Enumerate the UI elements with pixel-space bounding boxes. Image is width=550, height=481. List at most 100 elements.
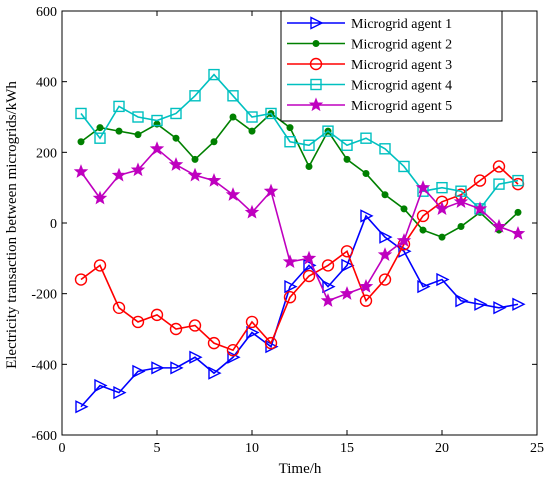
series-4-point [265, 107, 277, 120]
series-1-point [303, 258, 317, 273]
series-2-point [77, 138, 85, 146]
series-5-point [282, 254, 298, 269]
y-tick-label: -600 [31, 429, 57, 444]
series-3-point [264, 336, 278, 350]
series-2-point [514, 208, 522, 216]
legend-label: Microgrid agent 5 [351, 99, 452, 114]
series-1-point [75, 400, 89, 414]
series-3-point [188, 319, 202, 332]
series-4-point [227, 90, 239, 102]
series-3-point [321, 259, 335, 272]
series-4-point [94, 132, 106, 144]
x-axis-label: Time/h [279, 461, 322, 477]
series-5-point [453, 194, 469, 208]
y-tick-label: -400 [31, 358, 57, 373]
series-1-point [208, 366, 222, 380]
series-4-point [75, 107, 87, 120]
series-2-point [115, 127, 123, 135]
series-4-point [170, 107, 182, 120]
x-tick-label: 5 [154, 441, 161, 456]
series-3-point [112, 301, 126, 314]
legend-label: Microgrid agent 3 [351, 58, 452, 73]
series-5-point [434, 201, 450, 216]
series-3-point [150, 308, 164, 322]
legend-swatch-marker [309, 57, 323, 71]
series-5-point [149, 141, 165, 155]
series-4-point [512, 174, 524, 187]
series-1-point [227, 350, 241, 364]
series-1-point [246, 325, 260, 340]
x-tick-label: 10 [245, 441, 259, 456]
series-3-point [169, 322, 183, 336]
series-2 [77, 109, 522, 241]
legend-swatch-marker [312, 40, 320, 47]
series-1-point [341, 258, 355, 273]
series-2-line [80, 112, 519, 239]
series-5-point [358, 278, 374, 293]
series-layer [73, 68, 526, 414]
y-tick-label: 200 [36, 146, 57, 161]
axis-ticks: 0 5 10 15 20 25 -600 -400 -200 0 200 400 600 [31, 5, 544, 456]
series-1-point [94, 378, 108, 393]
series-1-point [170, 361, 184, 375]
legend-swatch-marker [310, 16, 324, 30]
series-3-point [340, 245, 354, 258]
x-tick-label: 0 [59, 441, 66, 456]
series-4-point [379, 143, 391, 155]
series-2-point [210, 138, 218, 146]
series-2-point [134, 131, 142, 139]
series-2-point [248, 127, 256, 135]
series-3-point [283, 291, 297, 304]
series-2-point [172, 134, 180, 142]
series-5-point [130, 162, 146, 177]
series-3-point [131, 315, 145, 329]
series-5-point [377, 247, 393, 261]
series-1-point [512, 297, 526, 311]
series-5-point [415, 180, 431, 194]
series-3-point [74, 273, 88, 286]
series-4-point [208, 68, 220, 81]
series-3-line [80, 165, 519, 352]
series-5-point [168, 157, 184, 171]
series-1-point [398, 244, 412, 258]
series-4-point [493, 178, 505, 190]
series-4-point [246, 111, 258, 123]
series-5-line [80, 147, 519, 302]
series-3-point [473, 174, 487, 187]
series-1-point [360, 209, 374, 223]
series-1-point [493, 301, 507, 315]
series-5-point [92, 190, 108, 205]
series-5 [73, 141, 526, 307]
series-1 [75, 209, 526, 414]
series-5-point [491, 218, 507, 233]
series-4-point [151, 114, 163, 127]
series-2-point [362, 170, 370, 178]
series-5-point [510, 225, 526, 240]
series-5-point [73, 164, 89, 178]
series-2-point [229, 113, 237, 121]
series-5-point [396, 233, 412, 247]
series-5-point [472, 201, 488, 216]
series-4-line [80, 73, 519, 211]
series-4-point [398, 160, 410, 173]
series-2-point [96, 124, 104, 132]
series-1-point [322, 279, 336, 294]
series-1-point [455, 294, 469, 308]
x-tick-label: 15 [340, 441, 354, 456]
series-3-point [93, 259, 107, 272]
series-5-point [225, 187, 241, 201]
series-3-point [416, 209, 430, 223]
x-tick-label: 20 [435, 441, 449, 456]
series-1-point [113, 385, 127, 400]
series-3-point [492, 160, 506, 173]
series-4-point [284, 136, 296, 148]
series-5-point [263, 183, 279, 198]
series-3-point [245, 315, 259, 329]
series-4-point [322, 125, 334, 137]
legend-label: Microgrid agent 4 [351, 79, 452, 94]
series-2-point [286, 124, 294, 132]
legend-swatch-marker [308, 97, 324, 112]
series-2-point [438, 233, 446, 241]
series-2-point [305, 162, 313, 170]
